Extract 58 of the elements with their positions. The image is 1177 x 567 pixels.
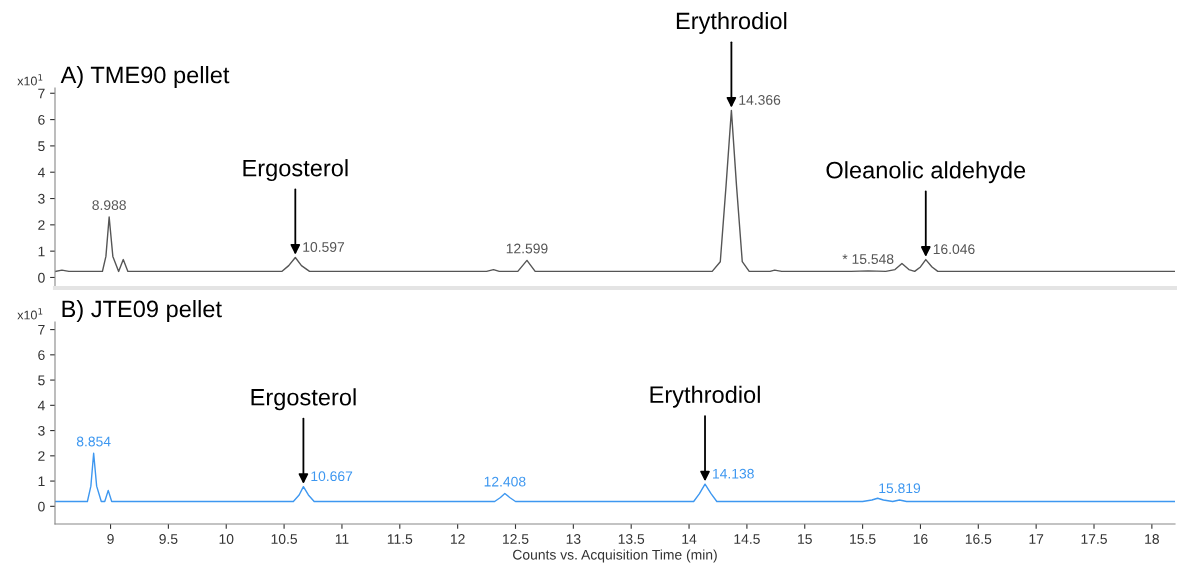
- x-tick-label: 16: [913, 534, 928, 544]
- annotation: 14.138: [713, 468, 754, 479]
- annotation: Erythrodiol: [676, 11, 787, 34]
- annotation: 12.408: [484, 476, 526, 487]
- line-series: [55, 109, 1175, 273]
- y-tick-label: 2: [38, 220, 45, 230]
- y-tick-label: 5: [38, 375, 45, 386]
- annotation: 16.046: [933, 244, 975, 255]
- y-tick-label: 7: [38, 88, 45, 99]
- annotation: 15.819: [879, 483, 921, 494]
- y-tick-label: 4: [37, 400, 45, 411]
- annotation: Ergosterol: [243, 159, 348, 182]
- y-tick-label: 6: [38, 114, 45, 125]
- x-tick-label: 12.5: [503, 534, 529, 544]
- x-tick-label: 9.5: [159, 534, 178, 544]
- y-tick-label: 3: [38, 193, 45, 204]
- y-tick-label: 3: [38, 425, 45, 436]
- x-tick-label: 11.5: [387, 534, 413, 544]
- annotation: Erythrodiol: [650, 385, 760, 408]
- annotation: 10.667: [311, 471, 353, 482]
- y-tick-label: 0: [38, 501, 45, 512]
- x-tick-label: 14.5: [734, 534, 760, 544]
- annotation: 14.366: [739, 95, 781, 105]
- y-tick-label: 7: [38, 325, 45, 335]
- chart-title: B) JTE09 pellet: [62, 299, 222, 322]
- x-tick-label: 10: [219, 534, 234, 544]
- annotation: Ergosterol: [251, 388, 356, 411]
- x-tick-label: 17: [1029, 534, 1044, 544]
- annotation: 10.597: [303, 242, 345, 252]
- x-tick-label: 17.5: [1081, 534, 1107, 544]
- y-tick-label: 0: [38, 272, 45, 283]
- x-tick-label: 18: [1145, 534, 1159, 544]
- chart-title: A) TME90 pellet: [60, 65, 230, 88]
- x-tick-label: 16.5: [965, 534, 992, 544]
- annotation: * 15.548: [842, 254, 894, 264]
- x-tick-label: 9: [107, 534, 114, 544]
- x-axis-title: Counts vs. Acquisition Time (min): [513, 549, 717, 563]
- x-tick-label: 15.5: [850, 534, 876, 544]
- x-tick-label: 11: [335, 534, 349, 544]
- annotation: Oleanolic aldehyde: [826, 161, 1026, 184]
- y-tick-label: 1: [38, 246, 45, 257]
- x-tick-label: 13.5: [618, 534, 645, 544]
- y-axis-title: x10$^{1}$: [17, 308, 43, 320]
- x-tick-label: 15: [798, 534, 812, 544]
- annotation: 8.988: [92, 200, 126, 211]
- y-axis-title: x10$^{1}$: [17, 74, 43, 86]
- y-tick-label: 5: [38, 141, 45, 152]
- y-tick-label: 6: [38, 350, 45, 360]
- y-tick-label: 4: [37, 167, 45, 178]
- annotation: 12.599: [506, 243, 548, 254]
- x-tick-label: 14: [682, 534, 697, 544]
- x-tick-label: 12: [450, 534, 465, 544]
- annotation: 8.854: [76, 436, 111, 447]
- y-tick-label: 1: [38, 476, 45, 487]
- x-tick-label: 10.5: [271, 534, 298, 544]
- y-tick-label: 2: [38, 451, 45, 461]
- line-series: [55, 452, 1175, 503]
- x-tick-label: 13: [566, 534, 581, 544]
